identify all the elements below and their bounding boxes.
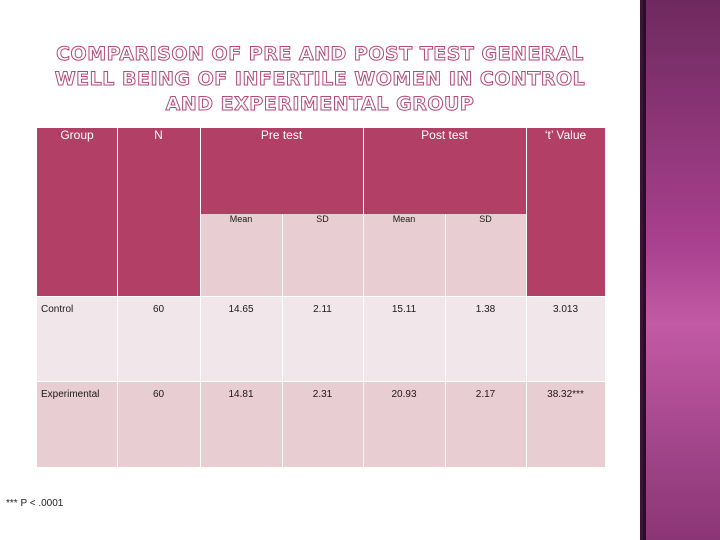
subheader-pre-sd-label: SD <box>316 214 329 224</box>
header-t-value: ‘t’ Value <box>526 128 605 296</box>
grid-line <box>117 128 118 467</box>
header-post-test-label: Post test <box>421 128 468 142</box>
row1-post-mean: 15.11 <box>391 304 417 315</box>
grid-line <box>37 296 605 297</box>
header-group: Group <box>37 128 117 296</box>
subheader-pre-sd: SD <box>282 214 363 296</box>
header-n-label: N <box>154 128 163 142</box>
row2-t-value: 38.32*** <box>547 389 584 400</box>
row2-post-sd: 2.17 <box>475 389 496 400</box>
subheader-post-mean-label: Mean <box>392 214 416 224</box>
subheader-post-mean: Mean <box>363 214 445 296</box>
header-n: N <box>117 128 200 296</box>
subheader-pre-mean-label: Mean <box>229 214 253 224</box>
row2-pre-mean: 14.81 <box>228 389 254 400</box>
header-pre-test-label: Pre test <box>260 128 303 142</box>
header-pre-test: Pre test <box>200 128 363 210</box>
subheader-post-sd: SD <box>445 214 526 296</box>
header-t-value-label: ‘t’ Value <box>544 128 587 142</box>
slide-title: COMPARISON OF PRE AND POST TEST GENERAL … <box>54 43 586 116</box>
grid-line <box>526 128 527 467</box>
grid-line <box>200 128 201 467</box>
grid-line <box>37 381 605 382</box>
row1-t-value: 3.013 <box>552 304 579 315</box>
row1-n: 60 <box>152 304 165 315</box>
row1-group: Control <box>41 304 74 315</box>
grid-line <box>363 128 364 467</box>
subheader-pre-mean: Mean <box>200 214 282 296</box>
header-group-label: Group <box>60 128 94 142</box>
panel-edge <box>643 0 646 540</box>
table-row <box>37 381 605 467</box>
row1-pre-sd: 2.11 <box>313 304 332 315</box>
grid-line <box>445 214 446 467</box>
grid-line <box>282 214 283 467</box>
table-row <box>37 296 605 381</box>
row1-post-sd: 1.38 <box>475 304 496 315</box>
row2-pre-sd: 2.31 <box>312 389 333 400</box>
row1-pre-mean: 14.65 <box>228 304 254 315</box>
significance-footnote: *** P < .0001 <box>6 498 64 509</box>
subheader-post-sd-label: SD <box>479 214 492 224</box>
header-post-test: Post test <box>363 128 526 210</box>
row2-group: Experimental <box>41 389 100 400</box>
decorative-side-panel <box>640 0 720 540</box>
row2-post-mean: 20.93 <box>391 389 417 400</box>
row2-n: 60 <box>152 389 165 400</box>
